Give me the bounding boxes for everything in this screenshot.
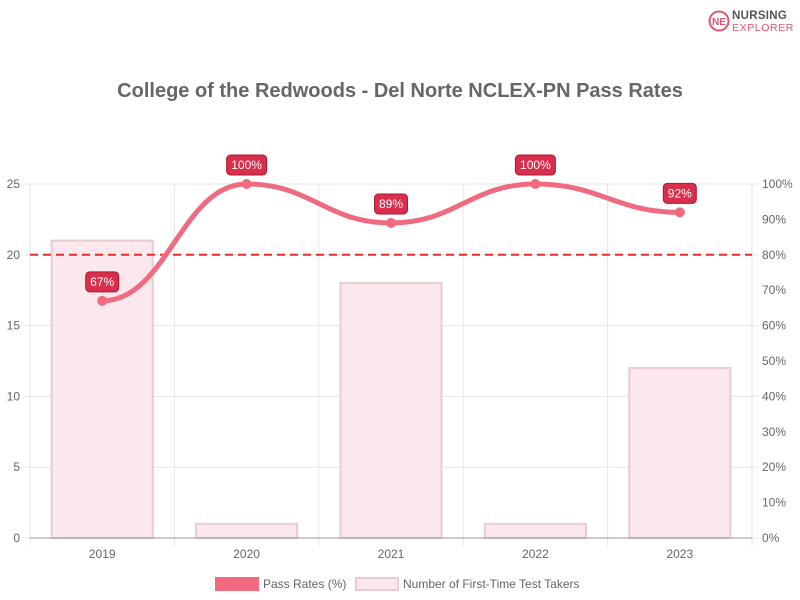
x-axis-tick-label: 2021 [378, 547, 405, 561]
bar-test-takers [339, 282, 443, 539]
legend-label-test-takers: Number of First-Time Test Takers [403, 577, 580, 591]
legend-item-test-takers[interactable]: Number of First-Time Test Takers [355, 574, 579, 594]
data-label: 100% [231, 158, 262, 172]
left-axis-tick-label: 10 [7, 389, 21, 403]
pass-rate-point [674, 207, 685, 218]
left-axis-tick-label: 20 [7, 248, 21, 262]
right-axis-tick-label: 10% [762, 496, 786, 510]
left-axis-tick-label: 25 [7, 177, 21, 191]
right-axis-tick-label: 100% [762, 177, 793, 191]
logo-line2: EXPLORER [732, 22, 794, 34]
data-label-box [85, 271, 120, 293]
data-label: 89% [379, 197, 403, 211]
x-axis-tick-label: 2020 [233, 547, 260, 561]
right-axis-tick-label: 90% [762, 212, 786, 226]
chart-title: College of the Redwoods - Del Norte NCLE… [117, 80, 683, 102]
legend-swatch-test-takers [355, 577, 399, 591]
nursing-explorer-logo: NE NURSING EXPLORER [708, 8, 794, 36]
right-axis-tick-label: 70% [762, 283, 786, 297]
logo-mark-icon: NE [708, 10, 730, 32]
data-label-box [374, 193, 408, 215]
right-axis-tick-label: 20% [762, 460, 786, 474]
data-label: 100% [520, 158, 551, 172]
right-axis-tick-label: 60% [762, 319, 786, 333]
x-axis-tick-label: 2022 [522, 547, 549, 561]
pass-rate-point [241, 179, 252, 189]
data-label-box [514, 154, 556, 176]
bar-test-takers [195, 522, 299, 540]
legend: Pass Rates (%) Number of First-Time Test… [0, 574, 800, 594]
x-axis-tick-label: 2019 [89, 547, 116, 561]
right-axis-tick-label: 80% [762, 248, 786, 262]
left-axis-tick-label: 15 [7, 319, 21, 333]
legend-item-pass-rates[interactable]: Pass Rates (%) [215, 574, 346, 594]
pass-rate-line [99, 181, 683, 304]
left-axis-tick-label: 5 [13, 460, 20, 474]
left-axis-tick-label: 0 [13, 531, 20, 545]
right-axis-tick-label: 0% [762, 531, 780, 545]
logo-mark-text: NE [712, 17, 726, 28]
bar-test-takers [483, 522, 587, 540]
right-axis-tick-label: 30% [762, 425, 786, 439]
pass-rate-point [530, 179, 541, 189]
data-label: 67% [90, 275, 114, 289]
legend-label-pass-rates: Pass Rates (%) [263, 577, 347, 591]
data-label-box [662, 182, 697, 204]
data-label: 92% [668, 186, 692, 200]
pass-rate-point [97, 295, 108, 306]
right-axis-tick-label: 40% [762, 389, 786, 403]
bar-test-takers [628, 367, 732, 539]
pass-rate-point [386, 217, 396, 228]
data-label-box [226, 154, 268, 176]
x-axis-tick-label: 2023 [666, 547, 693, 561]
logo-line1: NURSING [732, 10, 788, 22]
legend-swatch-pass-rates [215, 577, 259, 591]
right-axis-tick-label: 50% [762, 354, 786, 368]
